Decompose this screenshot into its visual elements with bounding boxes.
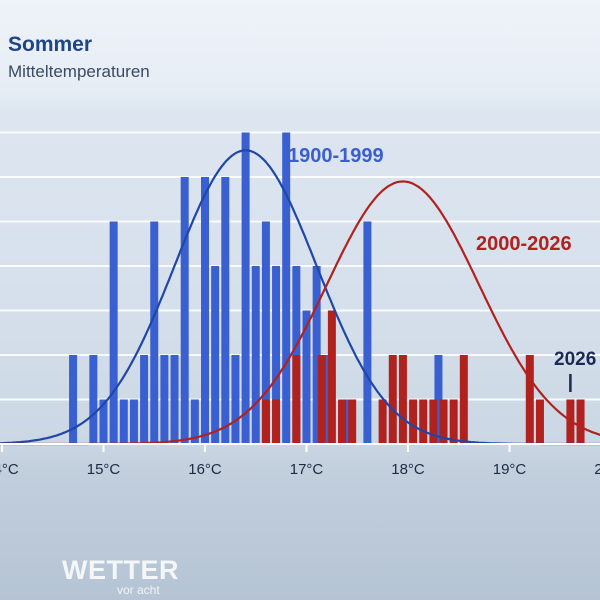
bar-1900-1999 bbox=[180, 177, 189, 444]
bar-2000-2026 bbox=[378, 399, 387, 444]
bar-1900-1999 bbox=[241, 132, 250, 444]
x-tick-label: 17°C bbox=[290, 461, 324, 478]
bar-2000-2026 bbox=[439, 399, 448, 444]
x-tick-label: 19°C bbox=[493, 461, 527, 478]
bar-1900-1999 bbox=[434, 355, 443, 444]
bar-2000-2026 bbox=[388, 355, 397, 444]
annotation-2026-label: 2026 bbox=[554, 349, 596, 370]
bar-1900-1999 bbox=[190, 399, 199, 444]
bar-1900-1999 bbox=[363, 221, 372, 444]
bar-1900-1999 bbox=[302, 310, 311, 444]
bar-1900-1999 bbox=[231, 355, 240, 444]
chart-title: Sommer bbox=[8, 33, 93, 56]
series-labels: 1900-1999 2000-2026 2026 bbox=[288, 145, 596, 392]
bar-2000-2026 bbox=[535, 399, 544, 444]
bar-2000-2026 bbox=[272, 399, 281, 444]
bar-1900-1999 bbox=[201, 177, 209, 444]
bar-1900-1999 bbox=[140, 355, 149, 444]
bar-1900-1999 bbox=[89, 355, 98, 444]
gridlines bbox=[0, 131, 600, 401]
chart-header: Sommer Mitteltemperaturen bbox=[0, 0, 600, 105]
bar-2000-2026 bbox=[429, 399, 438, 444]
bar-1900-1999 bbox=[119, 399, 128, 444]
bar-1900-1999 bbox=[282, 132, 291, 444]
x-tick-label: 14°C bbox=[0, 461, 19, 478]
bar-1900-1999 bbox=[160, 355, 169, 444]
bar-2000-2026 bbox=[576, 399, 585, 444]
bar-2000-2026 bbox=[327, 310, 336, 444]
x-tick-label: 18°C bbox=[391, 461, 425, 478]
bar-1900-1999 bbox=[170, 355, 179, 444]
bar-1900-1999 bbox=[211, 266, 220, 444]
bar-1900-1999 bbox=[343, 399, 352, 444]
bar-2000-2026 bbox=[317, 355, 326, 444]
bar-2000-2026 bbox=[348, 399, 357, 444]
bar-1900-1999 bbox=[272, 266, 281, 444]
bar-1900-1999 bbox=[129, 399, 138, 444]
bar-1900-1999 bbox=[221, 177, 230, 444]
bar-1900-1999 bbox=[150, 221, 159, 444]
bar-2000-2026 bbox=[398, 355, 407, 444]
bar-2000-2026 bbox=[459, 355, 468, 444]
bar-1900-1999 bbox=[322, 355, 331, 444]
bar-2000-2026 bbox=[409, 399, 418, 444]
series-label-1900-1999: 1900-1999 bbox=[288, 145, 384, 167]
bar-1900-1999 bbox=[109, 221, 118, 444]
bar-1900-1999 bbox=[261, 221, 270, 444]
bar-2000-2026 bbox=[338, 399, 347, 444]
bar-1900-1999 bbox=[99, 399, 108, 444]
bar-2000-2026 bbox=[292, 355, 301, 444]
bar-2000-2026 bbox=[449, 399, 458, 444]
bar-2000-2026 bbox=[261, 399, 270, 444]
chart-subtitle: Mitteltemperaturen bbox=[8, 62, 150, 81]
bar-2000-2026 bbox=[525, 355, 534, 444]
bar-1900-1999 bbox=[69, 355, 78, 444]
logo-main-text: WETTER bbox=[62, 555, 179, 585]
bar-1900-1999 bbox=[251, 266, 260, 444]
x-axis: 14°C 15°C 16°C 17°C 18°C 19°C 20°C bbox=[0, 443, 600, 478]
x-tick-label: 15°C bbox=[87, 461, 121, 478]
bar-1900-1999 bbox=[312, 266, 321, 444]
logo-sub-text: vor acht bbox=[117, 583, 160, 597]
x-tick-label: 20°C bbox=[594, 461, 600, 478]
bar-2000-2026 bbox=[419, 399, 428, 444]
x-tick-label: 16°C bbox=[188, 461, 222, 478]
series-label-2000-2026: 2000-2026 bbox=[476, 233, 572, 255]
series-1900-1999-bars bbox=[69, 132, 443, 444]
wetter-vor-acht-logo: WETTER vor acht bbox=[62, 556, 182, 596]
